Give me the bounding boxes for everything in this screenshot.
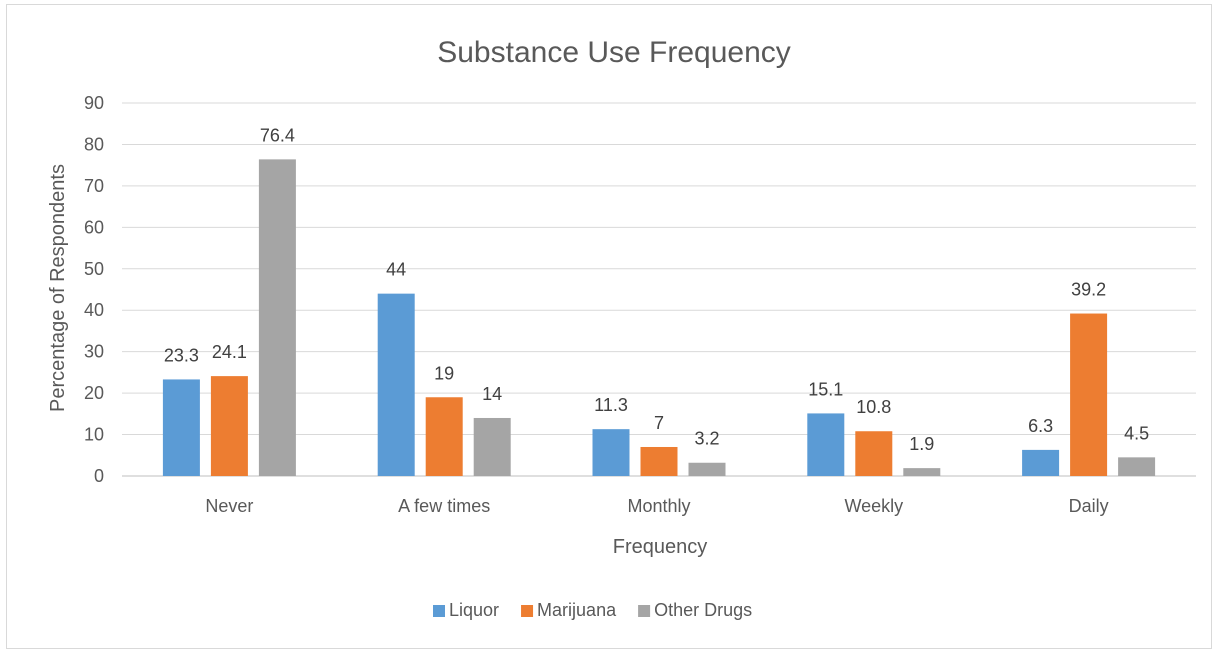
- x-axis-ticks: Never A few times Monthly Weekly Daily: [205, 496, 1108, 516]
- data-label: 6.3: [1028, 416, 1053, 436]
- bar-marijuana: [210, 376, 248, 476]
- x-tick-label: A few times: [398, 496, 490, 516]
- data-label: 24.1: [212, 342, 247, 362]
- bar-marijuana: [855, 431, 893, 476]
- legend-label: Liquor: [449, 600, 499, 620]
- x-tick-label: Monthly: [627, 496, 690, 516]
- data-label: 3.2: [694, 429, 719, 449]
- y-tick-label: 20: [84, 383, 104, 403]
- bar-marijuana: [640, 446, 678, 476]
- data-label: 11.3: [594, 395, 628, 415]
- y-tick-label: 90: [84, 93, 104, 113]
- data-label: 39.2: [1071, 280, 1106, 300]
- legend-label: Other Drugs: [654, 600, 752, 620]
- bars: [162, 159, 1156, 476]
- chart-frame: [6, 4, 1212, 649]
- y-axis-title: Percentage of Respondents: [47, 164, 69, 412]
- legend-swatch: [638, 605, 651, 617]
- y-axis-ticks: 0 10 20 30 40 50 60 70 80 90: [84, 93, 104, 486]
- bar-marijuana: [1070, 313, 1108, 476]
- y-tick-label: 50: [84, 259, 104, 279]
- y-tick-label: 0: [94, 466, 104, 486]
- y-tick-label: 70: [84, 176, 104, 196]
- bar-other-drugs: [688, 462, 726, 476]
- x-axis-title: Frequency: [613, 536, 708, 558]
- bar-marijuana: [425, 397, 463, 476]
- legend-swatch: [433, 605, 445, 617]
- y-tick-label: 10: [84, 425, 104, 445]
- data-label: 10.8: [856, 397, 891, 417]
- chart-title: Substance Use Frequency: [437, 36, 791, 69]
- bar-other-drugs: [473, 417, 511, 476]
- y-tick-label: 30: [84, 342, 104, 362]
- y-tick-label: 80: [84, 134, 104, 154]
- data-label: 15.1: [808, 379, 843, 399]
- y-tick-label: 60: [84, 217, 104, 237]
- data-label: 7: [654, 413, 664, 433]
- data-label: 44: [386, 260, 406, 280]
- bar-other-drugs: [258, 159, 296, 476]
- bar-liquor: [1022, 449, 1060, 476]
- bar-liquor: [592, 429, 630, 476]
- data-label: 76.4: [260, 125, 295, 145]
- x-tick-label: Daily: [1069, 496, 1109, 516]
- bar-liquor: [162, 379, 200, 476]
- data-label: 14: [482, 384, 502, 404]
- bar-other-drugs: [1118, 457, 1156, 476]
- gridlines: [122, 102, 1196, 477]
- legend-label: Marijuana: [537, 600, 617, 620]
- data-label: 23.3: [164, 345, 199, 365]
- data-label: 4.5: [1124, 423, 1149, 443]
- y-tick-label: 40: [84, 300, 104, 320]
- x-tick-label: Never: [205, 496, 253, 516]
- legend: Liquor Marijuana Other Drugs: [433, 600, 752, 620]
- bar-liquor: [377, 293, 415, 476]
- data-labels: 23.3 24.1 76.4 44 19 14 11.3 7 3.2 15.1 10.8 1.9 6.3…: [164, 125, 1149, 454]
- bar-other-drugs: [903, 468, 941, 476]
- data-label: 1.9: [909, 434, 934, 454]
- legend-swatch: [521, 605, 534, 617]
- x-tick-label: Weekly: [844, 496, 903, 516]
- bar-liquor: [807, 413, 845, 476]
- data-label: 19: [434, 363, 454, 383]
